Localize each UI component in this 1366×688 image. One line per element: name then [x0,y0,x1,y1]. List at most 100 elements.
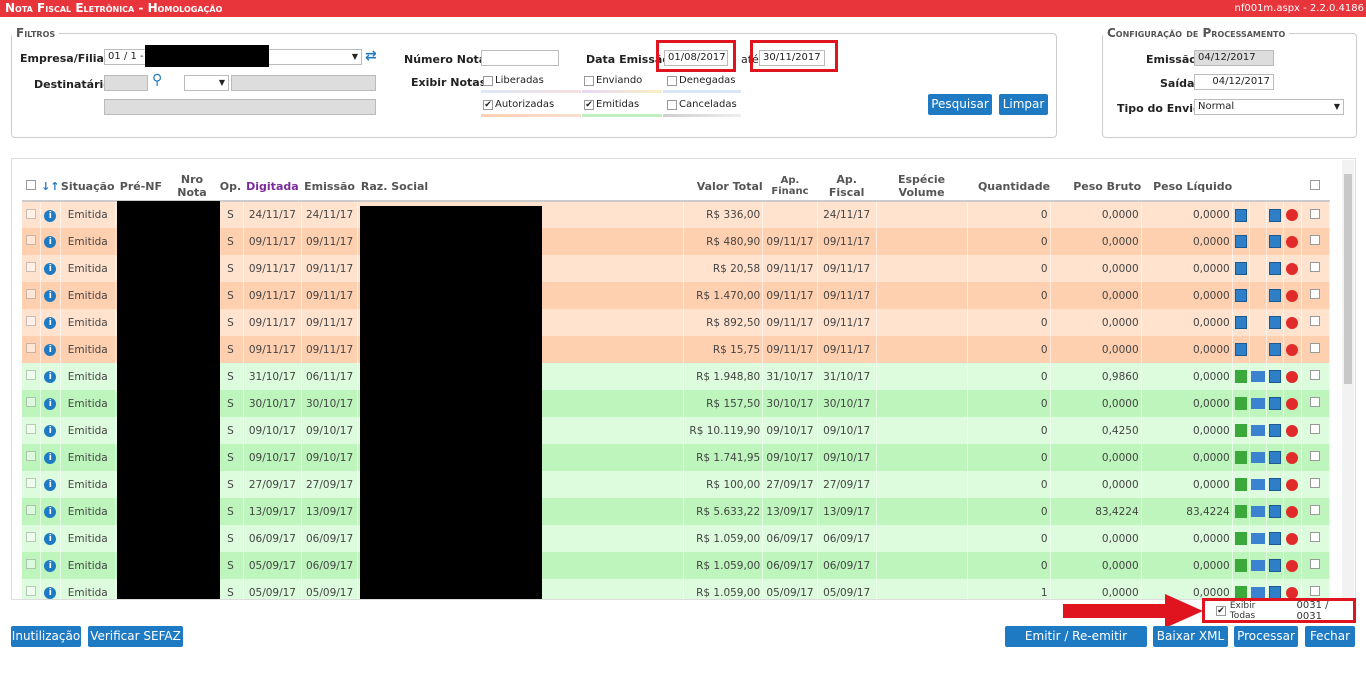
row-select-checkbox[interactable] [1310,289,1321,299]
email-icon[interactable] [1251,398,1266,409]
action-cell-2[interactable] [1249,417,1268,444]
checkbox[interactable] [584,99,594,110]
info-icon[interactable]: i [44,425,57,437]
row-checkbox-cell[interactable] [22,309,41,336]
check-canceladas[interactable]: Canceladas [667,99,737,110]
data-from-input[interactable]: 01/08/2017 [664,50,728,66]
xml-file-icon[interactable] [1234,370,1247,383]
action-cell-2[interactable] [1249,579,1268,599]
action-cell-1[interactable] [1232,471,1250,498]
col-especie-volume[interactable]: Espécie Volume [876,172,968,202]
info-icon-cell[interactable]: i [40,498,61,525]
action-cell-2[interactable] [1249,336,1268,363]
info-icon[interactable]: i [44,506,57,518]
info-icon[interactable]: i [44,371,57,383]
action-cell-1[interactable] [1232,579,1250,599]
row-select-cell[interactable] [1301,417,1331,444]
check-liberadas[interactable]: Liberadas [483,75,544,86]
action-cell-2[interactable] [1249,228,1268,255]
row-checkbox[interactable] [25,289,36,299]
cancel-icon[interactable] [1286,262,1299,275]
nfe-icon[interactable] [1269,208,1282,222]
row-select-cell[interactable] [1301,471,1331,498]
saida-input[interactable]: 04/12/2017 [1194,74,1274,90]
row-checkbox[interactable] [25,424,36,434]
row-select-checkbox[interactable] [1310,370,1321,380]
row-checkbox-cell[interactable] [22,444,41,471]
action-cell-2[interactable] [1249,201,1268,228]
action-cell-4[interactable] [1283,525,1302,552]
action-cell-2[interactable] [1249,309,1268,336]
baixar-xml-button[interactable]: Baixar XML [1153,626,1228,647]
row-select-cell[interactable] [1301,363,1331,390]
email-icon[interactable] [1251,452,1266,463]
cancel-icon[interactable] [1286,209,1299,221]
emitir-danfe-button[interactable]: Emitir / Re-emitir DANFe [1005,626,1147,664]
info-icon-cell[interactable]: i [40,525,61,552]
nfe-icon[interactable] [1269,235,1282,248]
row-select-checkbox[interactable] [1310,505,1321,515]
action-cell-2[interactable] [1249,255,1268,282]
nfe-icon[interactable] [1269,397,1282,410]
col-ap-financ[interactable]: Ap. Financ [762,172,818,202]
row-checkbox[interactable] [25,532,36,542]
action-cell-4[interactable] [1283,417,1302,444]
action-cell-4[interactable] [1283,471,1302,498]
col-quantidade[interactable]: Quantidade [967,172,1051,202]
action-cell-3[interactable] [1266,309,1285,336]
cancel-icon[interactable] [1286,235,1299,248]
row-select-cell[interactable] [1301,525,1331,552]
tipo-envio-select[interactable]: Normal ▼ [1194,99,1344,115]
limpar-button[interactable]: Limpar [999,94,1048,115]
nfe-icon[interactable] [1269,451,1282,464]
action-cell-1[interactable] [1232,336,1250,363]
col-digitada[interactable]: Digitada [243,172,302,202]
col-peso-bruto[interactable]: Peso Bruto [1050,172,1142,202]
action-cell-4[interactable] [1283,228,1302,255]
action-cell-2[interactable] [1249,525,1268,552]
destinatario-name-input[interactable] [231,75,376,91]
row-select-cell[interactable] [1301,498,1331,525]
row-checkbox-cell[interactable] [22,201,41,228]
cancel-icon[interactable] [1286,505,1299,518]
email-icon[interactable] [1251,533,1266,544]
action-cell-1[interactable] [1232,255,1250,282]
email-icon[interactable] [1251,479,1266,490]
row-checkbox-cell[interactable] [22,471,41,498]
action-cell-1[interactable] [1232,228,1250,255]
xml-file-icon[interactable] [1234,424,1247,437]
col-nro-nota[interactable]: Nro Nota [166,172,218,202]
row-checkbox[interactable] [25,586,36,596]
info-icon[interactable]: i [44,209,57,222]
info-icon[interactable]: i [44,236,57,248]
nfe-icon[interactable] [1269,559,1282,572]
row-checkbox-cell[interactable] [22,363,41,390]
action-cell-3[interactable] [1266,336,1285,363]
action-cell-2[interactable] [1249,363,1268,390]
xml-file-icon[interactable] [1234,532,1247,545]
nfe-icon[interactable] [1269,532,1282,545]
cancel-icon[interactable] [1286,586,1299,599]
emissao-input[interactable]: 04/12/2017 [1194,50,1274,66]
info-icon-cell[interactable]: i [40,309,61,336]
email-icon[interactable] [1251,587,1266,598]
destinatario-code-input[interactable] [104,75,148,91]
checkbox[interactable] [584,75,594,86]
info-icon-cell[interactable]: i [40,579,61,599]
row-checkbox-cell[interactable] [22,390,41,417]
row-checkbox-cell[interactable] [22,525,41,552]
info-icon[interactable]: i [44,398,57,410]
inutilizacao-button[interactable]: Inutilização [11,626,81,647]
row-checkbox-cell[interactable] [22,336,41,363]
nfe-icon[interactable] [1234,235,1247,248]
action-cell-1[interactable] [1232,390,1250,417]
nfe-icon[interactable] [1234,316,1247,329]
row-checkbox-cell[interactable] [22,255,41,282]
row-select-checkbox[interactable] [1310,316,1321,326]
info-icon[interactable]: i [44,344,57,356]
action-cell-3[interactable] [1266,498,1285,525]
cancel-icon[interactable] [1286,451,1299,464]
numero-nota-input[interactable] [481,50,559,66]
action-cell-2[interactable] [1249,282,1268,309]
cancel-icon[interactable] [1286,559,1299,572]
